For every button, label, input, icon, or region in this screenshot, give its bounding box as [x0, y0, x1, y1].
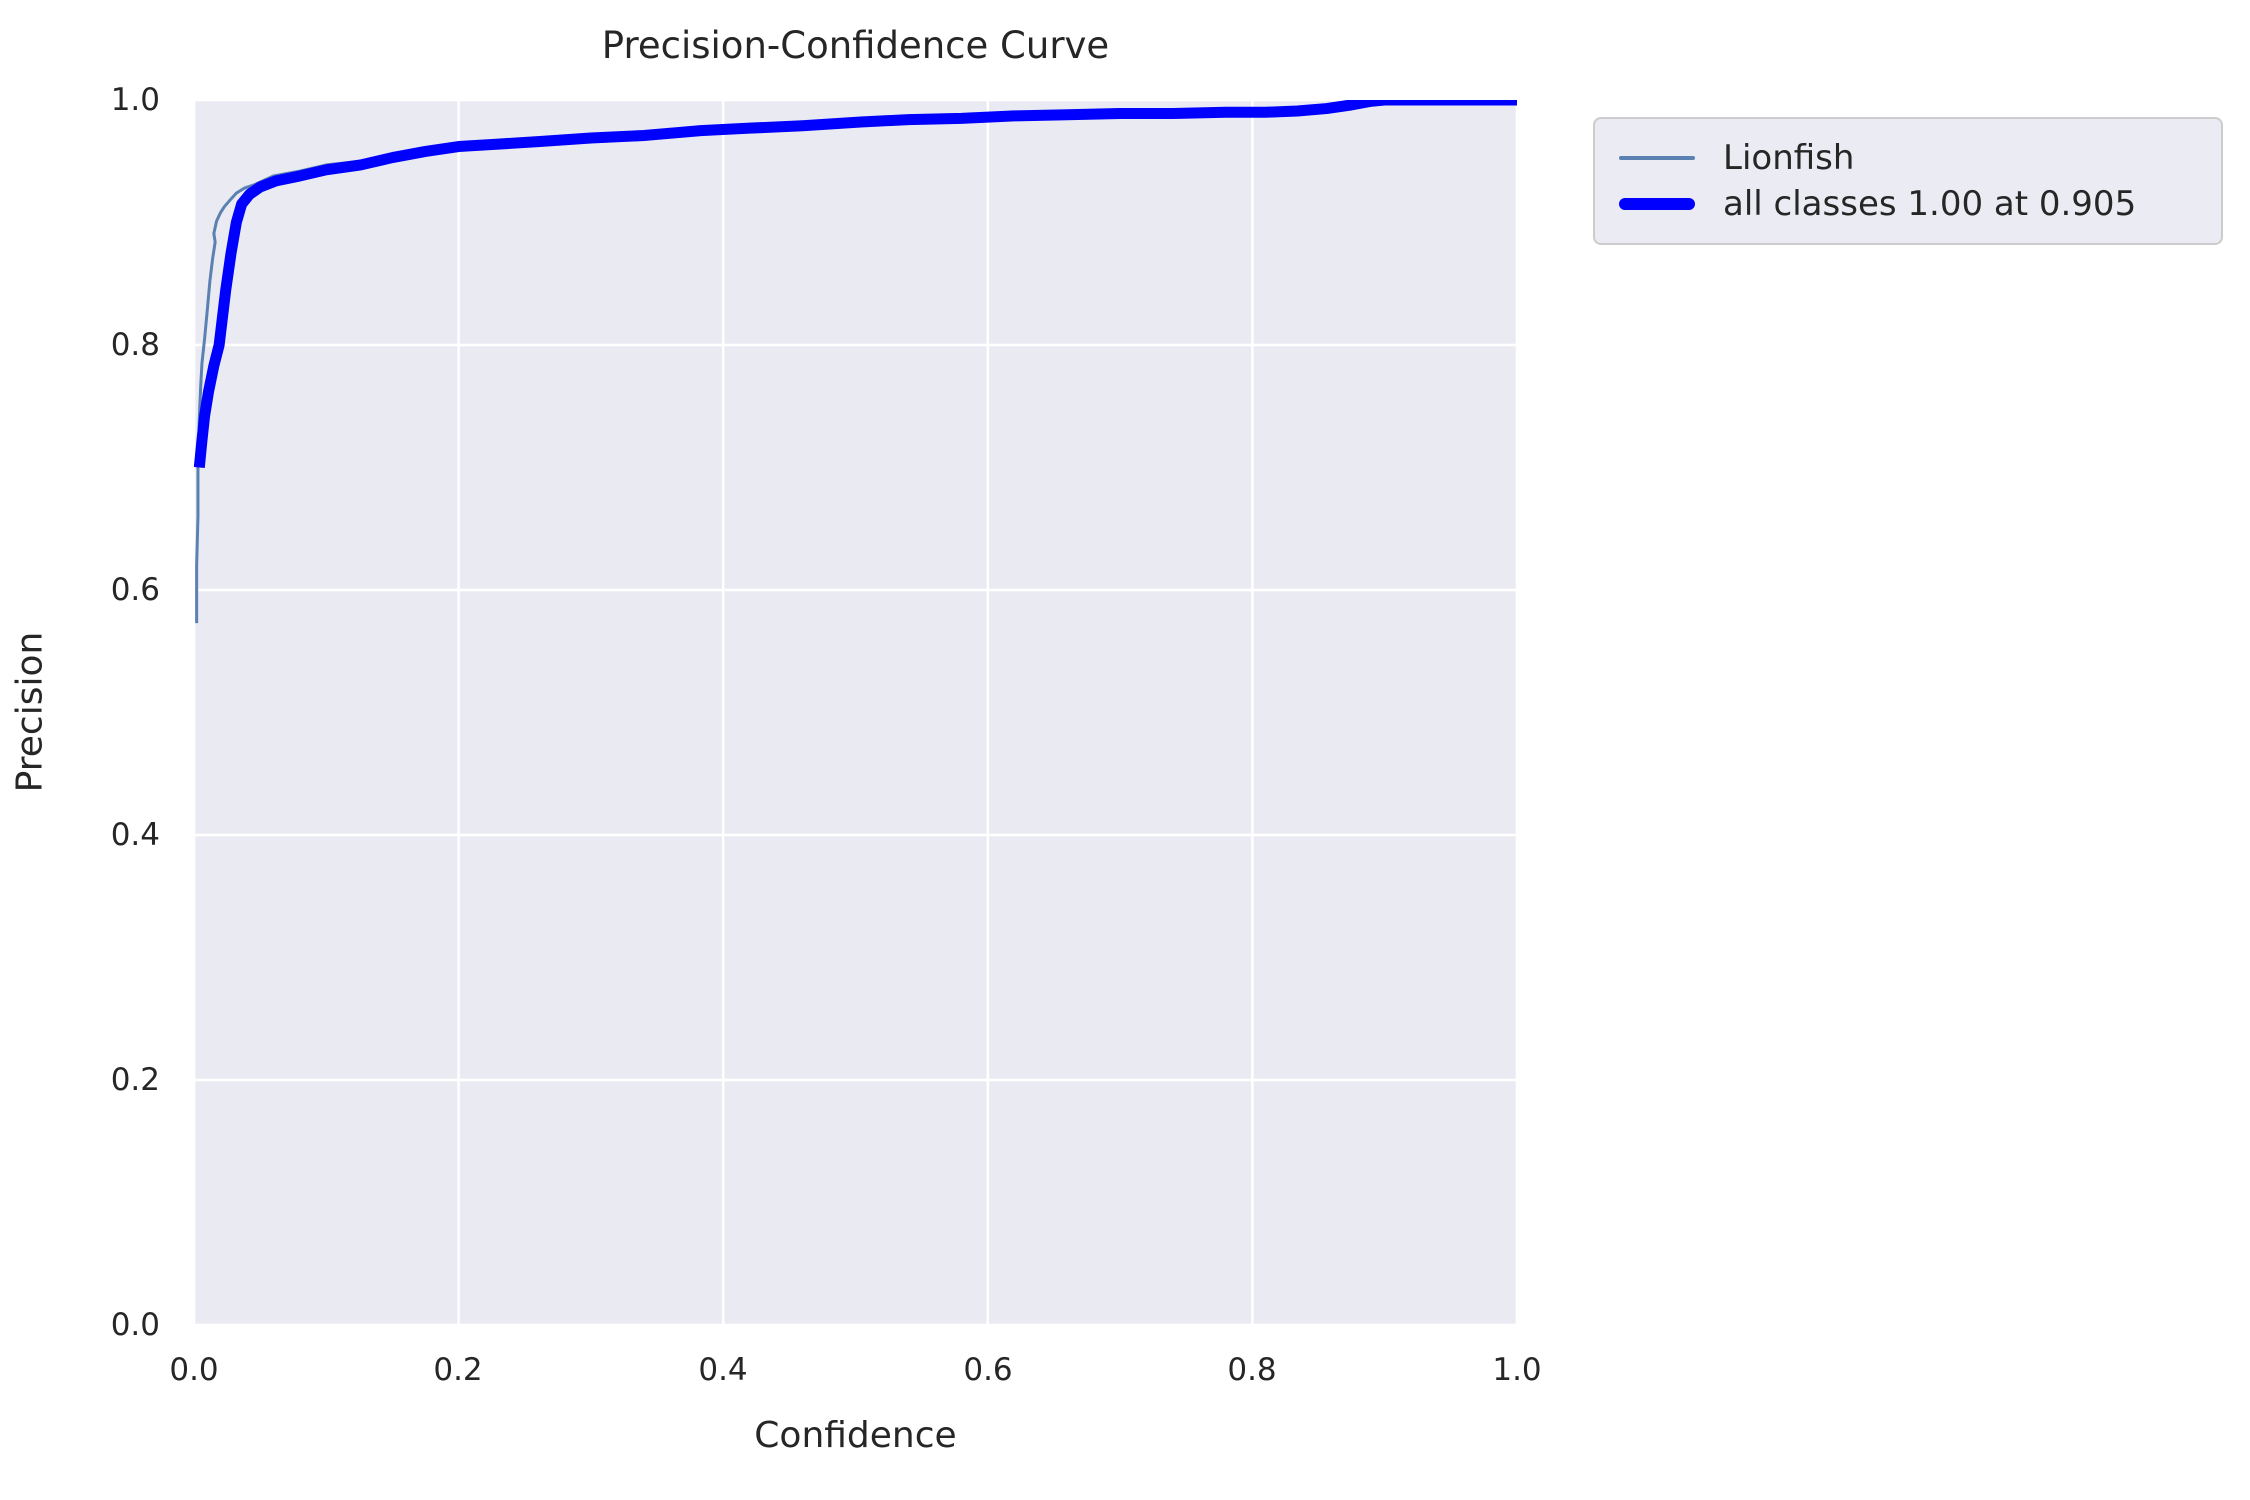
y-tick-0.2: 0.2 [110, 1062, 160, 1098]
x-tick-0.6: 0.6 [963, 1352, 1013, 1388]
legend-label-all-classes: all classes 1.00 at 0.905 [1723, 184, 2137, 224]
plot-title: Precision-Confidence Curve [601, 24, 1110, 67]
lionfish-line [195, 100, 1517, 624]
plot-panel [194, 100, 1517, 1325]
x-tick-0.2: 0.2 [433, 1352, 483, 1388]
legend-item-all-classes: all classes 1.00 at 0.905 [1619, 181, 2197, 227]
legend-label-lionfish: Lionfish [1723, 138, 1855, 178]
all-classes-line [194, 100, 1517, 469]
x-tick-1.0: 1.0 [1492, 1352, 1542, 1388]
x-tick-0.4: 0.4 [698, 1352, 748, 1388]
legend-item-lionfish: Lionfish [1619, 135, 2197, 181]
x-tick-0.8: 0.8 [1227, 1352, 1277, 1388]
y-tick-1.0: 1.0 [110, 82, 160, 118]
y-tick-0.0: 0.0 [110, 1307, 160, 1343]
y-tick-0.8: 0.8 [110, 327, 160, 363]
x-tick-0.0: 0.0 [169, 1352, 219, 1388]
y-axis-label: Precision [9, 631, 51, 793]
x-axis-label: Confidence [754, 1415, 957, 1456]
lionfish-line-swatch [1619, 156, 1695, 160]
all-classes-line-swatch [1619, 198, 1695, 210]
y-tick-0.6: 0.6 [110, 572, 160, 608]
legend: Lionfish all classes 1.00 at 0.905 [1593, 117, 2223, 245]
y-tick-0.4: 0.4 [110, 817, 160, 853]
plot-area [194, 100, 1517, 1325]
